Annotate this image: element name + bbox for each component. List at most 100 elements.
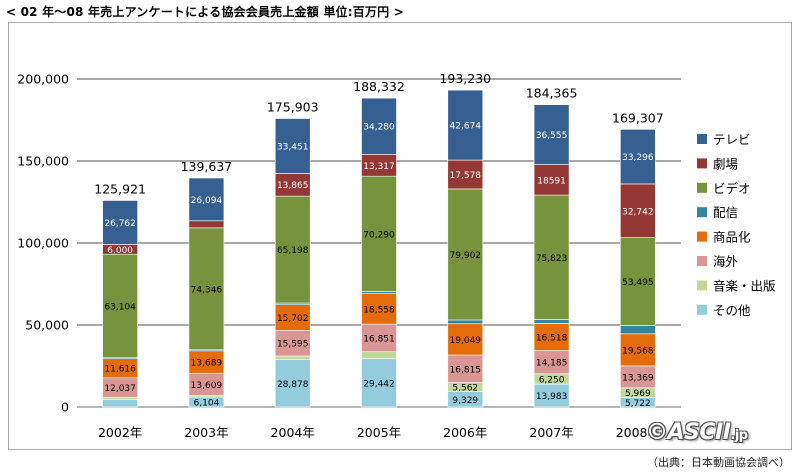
bar-segment xyxy=(447,323,484,356)
bar-segment xyxy=(102,200,138,245)
bar-segment xyxy=(620,129,656,185)
bar-data-label: 16,518 xyxy=(536,334,568,344)
stacked-bar-chart: 050,000100,000150,000200,0004,4911,29812… xyxy=(17,71,776,440)
ascii-jp-watermark: ©ASCII.jp xyxy=(646,420,748,445)
bar-total-label: 193,230 xyxy=(439,71,491,86)
bar-total-label: 184,365 xyxy=(526,86,578,101)
bar-data-label: 13,983 xyxy=(536,392,568,402)
legend-label: 音楽・出版 xyxy=(713,278,776,293)
bar-segment xyxy=(620,333,656,367)
bar-segment xyxy=(274,359,311,408)
bar-total-label: 188,332 xyxy=(353,79,405,94)
bar-data-label: 6,250 xyxy=(539,375,565,385)
bar-data-label: 13,369 xyxy=(622,373,654,383)
legend-label: 海外 xyxy=(713,254,739,269)
bar-data-label: 16,851 xyxy=(363,334,395,344)
bar-total-label: 169,307 xyxy=(612,110,664,125)
legend-swatch xyxy=(697,304,707,315)
bar-data-label: 74,346 xyxy=(191,285,223,295)
legend-label: 劇場 xyxy=(713,156,738,171)
bar-segment xyxy=(533,104,570,165)
bar-data-label: 13,609 xyxy=(191,381,223,391)
x-tick-label: 2006年 xyxy=(443,425,487,440)
bar-data-label: 5,722 xyxy=(625,399,651,409)
y-tick-label: 200,000 xyxy=(17,72,69,87)
bar-data-label: 13,865 xyxy=(277,181,309,191)
bar-segment xyxy=(533,194,570,320)
bar-segment xyxy=(361,175,397,292)
bar-segment xyxy=(620,325,656,335)
legend-label: 商品化 xyxy=(713,230,751,245)
chart-frame: 050,000100,000150,000200,0004,4911,29812… xyxy=(8,22,792,450)
y-tick-label: 0 xyxy=(61,400,69,415)
legend-label: その他 xyxy=(713,303,751,318)
bar-data-label: 19,049 xyxy=(450,336,482,346)
bar-segment xyxy=(188,177,225,222)
legend-label: テレビ xyxy=(713,132,751,147)
brand-tld: .jp xyxy=(730,428,748,443)
legend-swatch xyxy=(697,182,707,193)
bar-segment xyxy=(620,183,656,238)
y-tick-label: 150,000 xyxy=(17,154,69,169)
bar-data-label: 5,969 xyxy=(625,389,651,399)
bar-data-label: 5,562 xyxy=(452,384,478,394)
page-title: < 02 年～08 年売上アンケートによる協会会員売上金額 単位:百万円 > xyxy=(6,5,404,19)
bar-segment xyxy=(361,358,397,408)
bar-segment xyxy=(188,220,225,229)
bar-data-label: 70,290 xyxy=(363,230,395,240)
legend-swatch xyxy=(697,158,707,169)
bar-segment xyxy=(447,159,484,190)
bar-segment xyxy=(361,351,397,360)
bar-data-label: 26,762 xyxy=(104,219,136,229)
bar-segment xyxy=(274,304,311,331)
bar-data-label: 6,104 xyxy=(194,398,220,408)
bar-segment xyxy=(447,188,484,321)
bar-segment xyxy=(361,293,397,325)
bar-data-label: 16,815 xyxy=(450,365,482,375)
y-tick-label: 50,000 xyxy=(25,318,69,333)
bar-data-label: 18,558 xyxy=(363,305,395,315)
bar-segment xyxy=(102,253,138,359)
bar-segment xyxy=(274,195,311,304)
source-note: （出典：日本動画協会調べ） xyxy=(647,456,790,469)
x-tick-label: 2005年 xyxy=(357,425,401,440)
x-tick-label: 2002年 xyxy=(98,425,142,440)
bar-data-label: 9,329 xyxy=(452,396,478,406)
bar-data-label: 36,555 xyxy=(536,131,568,141)
bar-data-label: 12,037 xyxy=(104,384,136,394)
bar-data-label: 6,000 xyxy=(107,246,133,256)
bar-data-label: 13,317 xyxy=(363,162,395,172)
bar-data-label: 17,578 xyxy=(450,171,482,181)
bar-data-label: 42,674 xyxy=(450,122,482,132)
bar-segment xyxy=(447,89,484,161)
legend-label: ビデオ xyxy=(713,181,751,196)
legend-swatch xyxy=(697,280,707,291)
bar-data-label: 33,296 xyxy=(622,153,654,163)
y-tick-label: 100,000 xyxy=(17,236,69,251)
bar-data-label: 65,198 xyxy=(277,246,309,256)
legend-label: 配信 xyxy=(713,205,738,220)
legend-swatch xyxy=(697,256,707,266)
bar-segment xyxy=(447,354,484,383)
bar-data-label: 14,185 xyxy=(536,359,568,369)
bar-data-label: 13,689 xyxy=(191,359,223,369)
bar-data-label: 15,702 xyxy=(277,314,309,324)
x-tick-label: 2008年 xyxy=(616,425,660,440)
legend-swatch xyxy=(697,134,707,144)
bar-segment xyxy=(274,330,311,357)
x-tick-label: 2003年 xyxy=(184,425,228,440)
bar-data-label: 75,823 xyxy=(536,254,568,264)
bar-data-label: 32,742 xyxy=(622,207,654,217)
bar-total-label: 175,903 xyxy=(267,100,319,115)
bar-segment xyxy=(274,118,311,174)
x-tick-label: 2004年 xyxy=(271,425,315,440)
bar-data-label: 19,568 xyxy=(622,346,654,356)
bar-data-label: 15,595 xyxy=(277,340,309,350)
brand-logo-text: ASCII xyxy=(667,420,731,445)
bar-data-label: 26,094 xyxy=(191,196,223,206)
bar-data-label: 53,495 xyxy=(622,278,654,288)
bar-segment xyxy=(361,97,397,155)
x-tick-label: 2007年 xyxy=(529,425,573,440)
bar-data-label: 63,104 xyxy=(104,302,136,312)
bar-data-label: 28,878 xyxy=(277,380,309,390)
